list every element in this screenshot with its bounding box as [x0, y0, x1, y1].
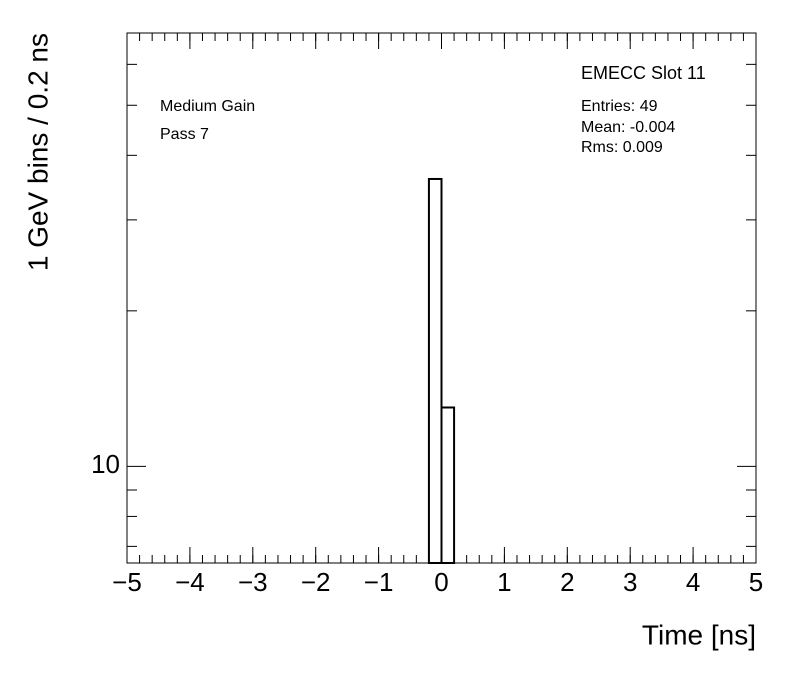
x-tick-label: −3 [238, 567, 268, 597]
x-tick-label: −2 [301, 567, 331, 597]
x-tick-label: 0 [434, 567, 448, 597]
y-tick-label: 10 [91, 449, 120, 479]
x-tick-label: −5 [112, 567, 142, 597]
stats-title: EMECC Slot 11 [581, 63, 706, 83]
x-tick-label: 4 [686, 567, 700, 597]
x-tick-label: 2 [560, 567, 574, 597]
x-tick-label: 3 [623, 567, 637, 597]
x-tick-label: 1 [497, 567, 511, 597]
stats-line: Rms: 0.009 [581, 139, 663, 156]
y-axis-label: 1 GeV bins / 0.2 ns [22, 33, 53, 271]
stats-line: Entries: 49 [581, 98, 658, 115]
x-tick-label: −1 [364, 567, 394, 597]
bar [440, 406, 456, 564]
x-axis-label: Time [ns] [642, 619, 756, 650]
annotation: Medium Gain [160, 98, 255, 115]
stats-line: Mean: -0.004 [581, 119, 675, 136]
annotation: Pass 7 [160, 126, 209, 143]
bar [427, 177, 443, 564]
x-tick-label: 5 [749, 567, 763, 597]
x-tick-label: −4 [175, 567, 205, 597]
